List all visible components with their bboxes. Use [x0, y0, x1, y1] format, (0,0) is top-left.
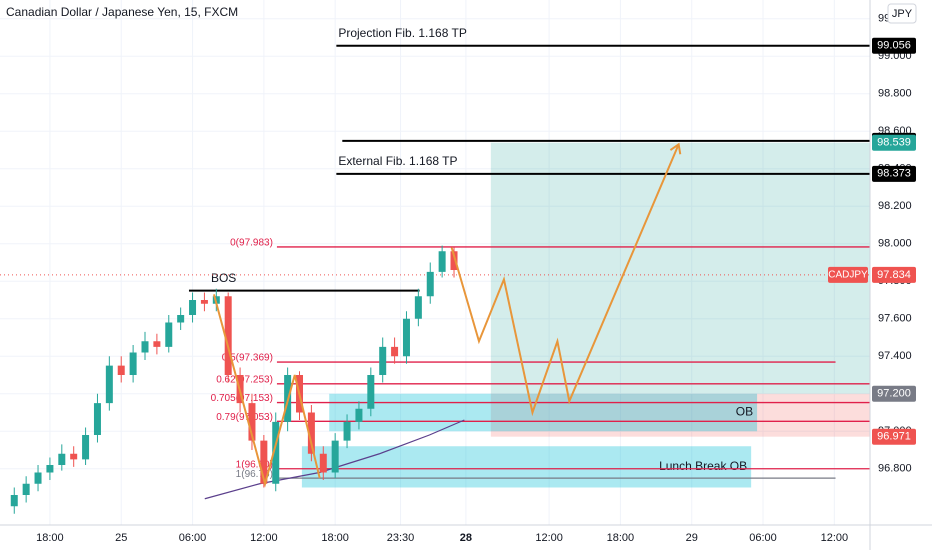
candle-body	[331, 440, 339, 473]
x-tick-label: 28	[460, 532, 472, 544]
candle-body	[165, 322, 173, 347]
price-tag	[872, 266, 916, 283]
level-label: 0(97.983)	[230, 238, 273, 249]
candle-body	[355, 408, 363, 422]
x-tick-label: 25	[115, 532, 127, 544]
candle-body	[10, 495, 18, 507]
price-tag	[872, 165, 916, 182]
candle-body	[58, 453, 66, 465]
price-tag	[872, 134, 916, 151]
x-tick-label: 06:00	[749, 532, 777, 544]
x-tick-label: 12:00	[250, 532, 278, 544]
candle-body	[248, 403, 256, 441]
x-tick-label: 18:00	[36, 532, 64, 544]
y-tick-label: 98.200	[878, 200, 912, 212]
x-tick-label: 18:00	[321, 532, 349, 544]
level-label: BOS	[211, 271, 236, 285]
candle-body	[177, 315, 185, 323]
price-tag-label: 96.971	[877, 431, 911, 443]
candle-body	[260, 440, 268, 484]
zone	[490, 142, 870, 394]
price-tag-label: 98.539	[877, 137, 911, 149]
x-tick-label: 23:30	[387, 532, 415, 544]
candle-body	[200, 300, 208, 304]
level-label: External Fib. 1.168 TP	[338, 154, 457, 168]
x-tick-label: 12:00	[535, 532, 563, 544]
price-tag-label: 97.834	[877, 269, 911, 281]
x-tick-label: 12:00	[821, 532, 849, 544]
level-label: 0.79(97.053)	[216, 412, 273, 423]
moving-average	[204, 419, 465, 500]
zone	[301, 446, 752, 488]
candle-body	[438, 251, 446, 272]
currency-button[interactable]	[887, 3, 917, 24]
candle-body	[319, 453, 327, 473]
candle-body	[272, 421, 280, 484]
symbol-label: CADJPY	[828, 270, 868, 281]
candle-body	[367, 375, 375, 409]
zone	[329, 393, 758, 432]
candle-body	[189, 300, 197, 315]
price-tag-label: 98.373	[877, 168, 911, 180]
chart-title: Canadian Dollar / Japanese Yen, 15, FXCM	[6, 5, 238, 19]
level-label: 0.5(97.369)	[222, 353, 273, 364]
candle-body	[129, 352, 137, 375]
level-label: 1(96.75)	[236, 469, 273, 480]
zone-label: OB	[736, 405, 753, 419]
candle-body	[153, 341, 161, 347]
level-label: 1(96.80)	[236, 459, 273, 470]
candle-body	[379, 346, 387, 375]
currency-label: JPY	[892, 8, 913, 20]
candle-body	[307, 412, 315, 454]
candle-body	[426, 271, 434, 297]
y-tick-label: 98.800	[878, 88, 912, 100]
candle-body	[450, 251, 458, 270]
price-tag	[872, 37, 916, 54]
candle-body	[414, 296, 422, 319]
zone	[490, 393, 870, 437]
candle-body	[46, 465, 54, 473]
projection-path	[212, 294, 321, 488]
candle-body	[224, 296, 232, 375]
projection-path	[450, 143, 680, 417]
x-tick-label: 06:00	[179, 532, 207, 544]
candle-body	[391, 346, 399, 357]
candle-body	[402, 318, 410, 357]
y-tick-label: 98.000	[878, 238, 912, 250]
price-tag-label: 97.200	[877, 388, 911, 400]
candle-body	[22, 483, 30, 495]
price-tag	[872, 385, 916, 402]
candle-body	[70, 453, 78, 460]
candle-body	[34, 472, 42, 484]
level-label: 0.62(97.253)	[216, 374, 273, 385]
candle-body	[141, 341, 149, 353]
price-tag	[872, 428, 916, 445]
candle-body	[105, 365, 113, 404]
y-tick-label: 97.400	[878, 350, 912, 362]
candle-body	[117, 365, 125, 375]
projection-arrowhead	[669, 142, 682, 155]
candle-body	[82, 435, 90, 460]
y-tick-label: 97.600	[878, 313, 912, 325]
candle-body	[93, 403, 101, 435]
x-tick-label: 29	[686, 532, 698, 544]
price-tag-label: 99.056	[877, 40, 911, 52]
zone-label: Lunch Break OB	[659, 459, 747, 473]
symbol-tag	[828, 266, 868, 283]
x-tick-label: 18:00	[607, 532, 635, 544]
level-label: Projection Fib. 1.168 TP	[338, 26, 467, 40]
candle-body	[343, 421, 351, 441]
y-tick-label: 96.800	[878, 463, 912, 475]
